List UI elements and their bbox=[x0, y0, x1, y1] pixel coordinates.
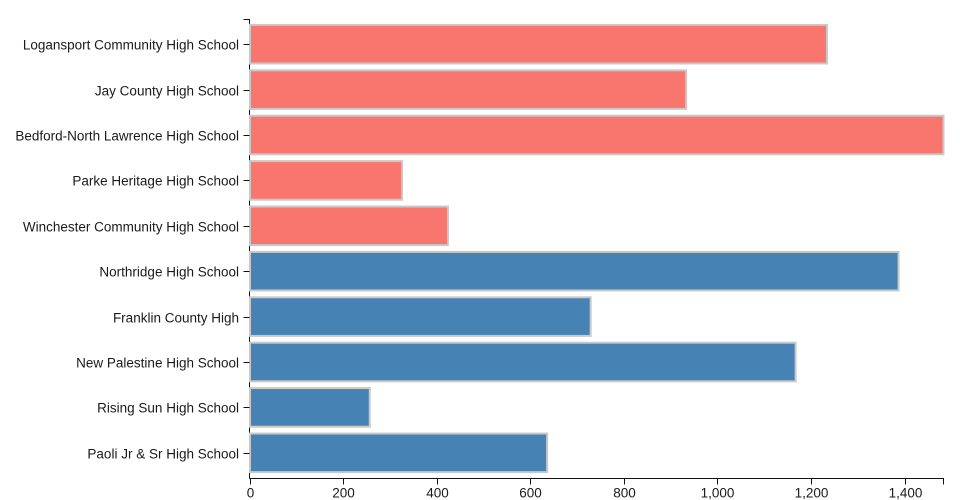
x-axis-tick-label: 800 bbox=[613, 486, 636, 500]
y-axis-label: Jay County High School bbox=[95, 83, 239, 98]
bar bbox=[249, 296, 592, 337]
y-axis-label: Winchester Community High School bbox=[23, 219, 239, 234]
bar bbox=[249, 205, 449, 247]
bar bbox=[249, 250, 900, 292]
x-axis-tick-label: 400 bbox=[426, 486, 449, 500]
x-axis-tick-label: 200 bbox=[332, 486, 355, 500]
bar bbox=[249, 160, 404, 201]
bar bbox=[249, 387, 371, 428]
x-axis-tick-label: 1,000 bbox=[701, 486, 735, 500]
y-axis-label: New Palestine High School bbox=[76, 355, 239, 370]
y-axis-label: Franklin County High bbox=[113, 310, 239, 325]
x-axis-domain bbox=[249, 478, 944, 485]
y-axis-label: Rising Sun High School bbox=[97, 400, 239, 415]
bar bbox=[249, 114, 945, 156]
x-axis-tick-label: 1,400 bbox=[889, 486, 923, 500]
x-axis-tick-label: 0 bbox=[247, 486, 255, 500]
x-axis-tick-label: 1,200 bbox=[795, 486, 829, 500]
bar bbox=[249, 23, 828, 65]
y-axis-label: Paoli Jr & Sr High School bbox=[87, 446, 239, 461]
bar bbox=[249, 432, 549, 474]
y-axis-label: Northridge High School bbox=[99, 264, 239, 279]
y-axis-domain bbox=[243, 19, 250, 479]
y-axis-label: Logansport Community High School bbox=[23, 37, 239, 52]
y-axis-label: Bedford-North Lawrence High School bbox=[15, 128, 239, 143]
y-axis-label: Parke Heritage High School bbox=[72, 173, 239, 188]
x-axis-tick-label: 600 bbox=[519, 486, 542, 500]
bar bbox=[249, 341, 797, 383]
bar bbox=[249, 69, 688, 110]
